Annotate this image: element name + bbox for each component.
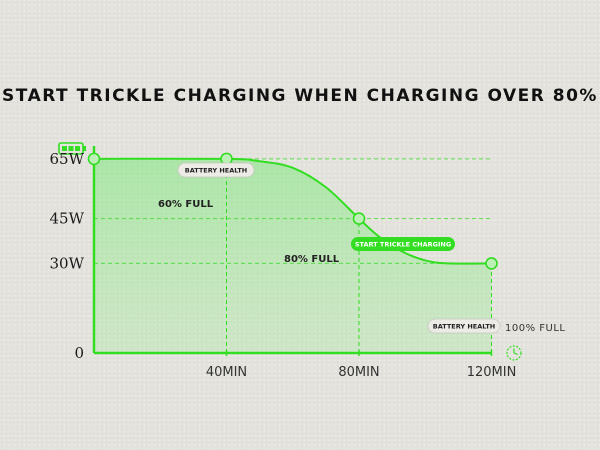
- trickle-charging-tag: START TRICKLE CHARGING: [351, 237, 455, 251]
- battery-full-icon: [58, 142, 86, 155]
- svg-text:BATTERY HEALTH: BATTERY HEALTH: [433, 323, 495, 331]
- data-point: [87, 152, 101, 166]
- data-point: [352, 212, 366, 225]
- battery-health-tag-top: BATTERY HEALTH: [177, 162, 255, 178]
- data-point: [485, 257, 498, 270]
- battery-health-tag-bottom: BATTERY HEALTH: [427, 318, 501, 334]
- svg-text:BATTERY HEALTH: BATTERY HEALTH: [185, 167, 247, 175]
- charging-area: [94, 158, 492, 353]
- x-tick-label: 120MIN: [467, 365, 517, 380]
- x-tick-label: 40MIN: [206, 365, 247, 380]
- y-tick-label: 0: [74, 344, 84, 362]
- x-tick-label: 80MIN: [338, 365, 379, 380]
- y-tick-label: 30W: [49, 254, 84, 272]
- label-60-full: 60% FULL: [158, 199, 214, 210]
- svg-text:START TRICKLE CHARGING: START TRICKLE CHARGING: [355, 241, 451, 249]
- y-tick-label: 45W: [49, 210, 84, 228]
- clock-icon: [506, 345, 522, 361]
- label-80-full: 80% FULL: [284, 254, 340, 265]
- chart-title: START TRICKLE CHARGING WHEN CHARGING OVE…: [2, 86, 598, 106]
- y-tick-label: 65W: [49, 150, 84, 168]
- label-100-full: 100% FULL: [505, 323, 565, 334]
